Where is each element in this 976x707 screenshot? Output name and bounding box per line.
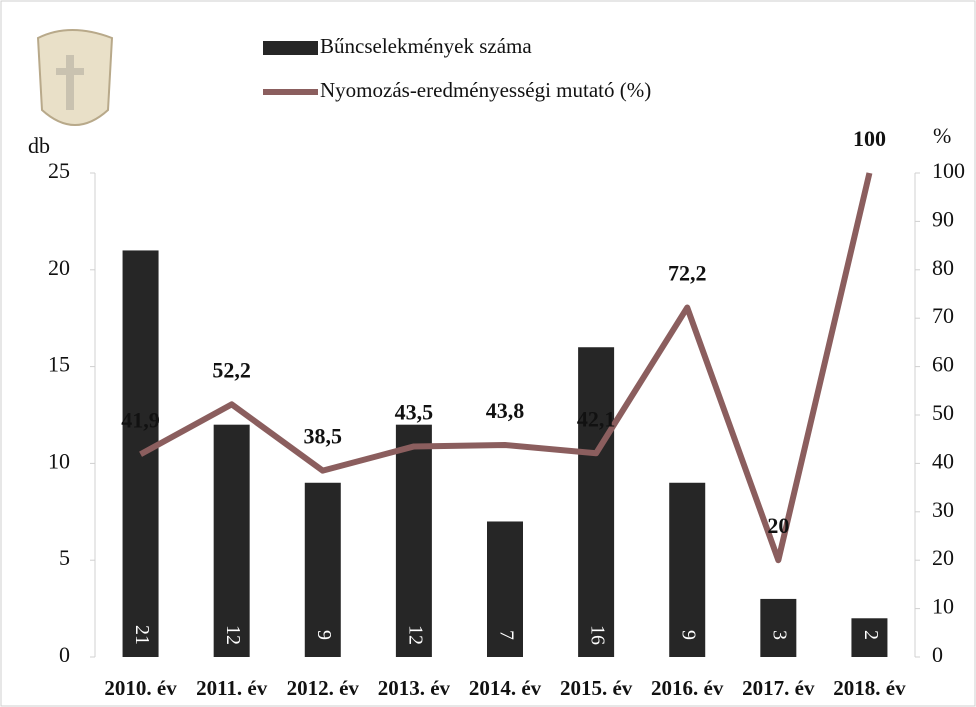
x-tick-label: 2017. év bbox=[742, 676, 815, 700]
y2-tick-label: 60 bbox=[932, 352, 954, 377]
legend-label: Bűncselekmények száma bbox=[320, 34, 532, 58]
y2-tick-label: 100 bbox=[932, 158, 965, 183]
bar-value-label: 9 bbox=[678, 630, 700, 640]
bar-value-label: 9 bbox=[313, 630, 335, 640]
y-tick-label: 20 bbox=[48, 255, 70, 280]
line-value-label: 100 bbox=[853, 126, 886, 151]
y2-tick-label: 50 bbox=[932, 400, 954, 425]
legend-label: Nyomozás-eredményességi mutató (%) bbox=[320, 78, 651, 102]
y2-tick-label: 90 bbox=[932, 206, 954, 231]
bar-value-label: 7 bbox=[495, 630, 517, 640]
bar-value-label: 16 bbox=[587, 625, 609, 645]
x-tick-label: 2015. év bbox=[560, 676, 633, 700]
bar bbox=[760, 599, 796, 657]
x-tick-label: 2011. év bbox=[196, 676, 268, 700]
line-value-label: 52,2 bbox=[212, 357, 251, 382]
bar-value-label: 3 bbox=[769, 630, 791, 640]
bar-value-label: 12 bbox=[404, 625, 426, 645]
y-tick-label: 10 bbox=[48, 448, 70, 473]
bar bbox=[214, 425, 250, 657]
line-value-label: 43,5 bbox=[395, 400, 434, 425]
line-value-label: 20 bbox=[767, 513, 789, 538]
legend-swatch bbox=[263, 41, 318, 55]
bar-value-label: 21 bbox=[131, 625, 153, 645]
x-tick-label: 2018. év bbox=[833, 676, 906, 700]
line-value-label: 41,9 bbox=[121, 407, 160, 432]
logo bbox=[38, 30, 112, 125]
y2-tick-label: 20 bbox=[932, 545, 954, 570]
y2-tick-label: 30 bbox=[932, 497, 954, 522]
y2-tick-label: 40 bbox=[932, 448, 954, 473]
line-value-label: 38,5 bbox=[304, 424, 343, 449]
y2-tick-label: 10 bbox=[932, 594, 954, 619]
x-tick-label: 2010. év bbox=[104, 676, 177, 700]
y-tick-label: 25 bbox=[48, 158, 70, 183]
bar-value-label: 2 bbox=[860, 630, 882, 640]
y-axis-title: db bbox=[28, 133, 50, 158]
x-tick-label: 2012. év bbox=[287, 676, 360, 700]
bar bbox=[396, 425, 432, 657]
bar bbox=[578, 347, 614, 657]
y-tick-label: 0 bbox=[59, 642, 70, 667]
y-tick-label: 5 bbox=[59, 545, 70, 570]
chart: db % 05101520250102030405060708090100212… bbox=[0, 0, 976, 707]
y2-tick-label: 70 bbox=[932, 303, 954, 328]
x-tick-label: 2014. év bbox=[469, 676, 542, 700]
line-value-label: 72,2 bbox=[668, 261, 707, 286]
line-value-label: 42,1 bbox=[577, 406, 616, 431]
y2-tick-label: 80 bbox=[932, 255, 954, 280]
x-tick-label: 2013. év bbox=[378, 676, 451, 700]
y2-tick-label: 0 bbox=[932, 642, 943, 667]
x-tick-label: 2016. év bbox=[651, 676, 724, 700]
line-value-label: 43,8 bbox=[486, 398, 525, 423]
y-tick-label: 15 bbox=[48, 352, 70, 377]
bar-value-label: 12 bbox=[222, 625, 244, 645]
y2-axis-title: % bbox=[933, 123, 951, 148]
